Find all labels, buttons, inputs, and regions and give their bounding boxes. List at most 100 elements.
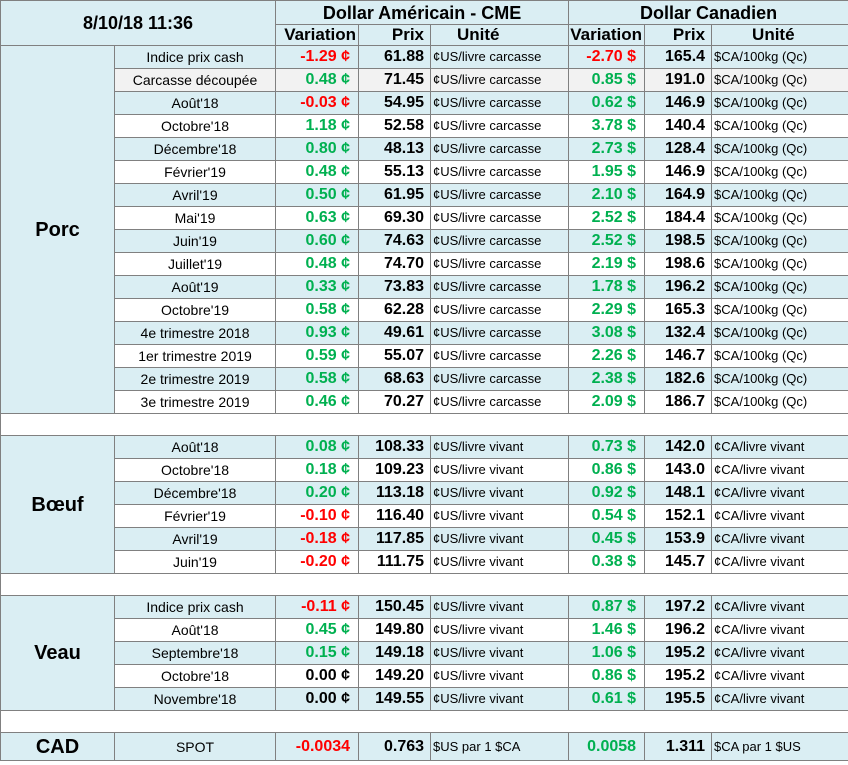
- contract-label: Octobre'18: [113, 458, 277, 482]
- cad-price: 152.1: [644, 504, 713, 528]
- cad-variation: 1.95 $: [568, 160, 646, 184]
- cad-unit: $CA/100kg (Qc): [711, 45, 848, 69]
- usd-variation: 0.46 ¢: [275, 390, 360, 414]
- contract-label: Août'18: [113, 618, 277, 642]
- usd-unit: ¢US/livre vivant: [430, 458, 570, 482]
- usd-unit: ¢US/livre carcasse: [430, 321, 570, 345]
- contract-label: Décembre'18: [113, 481, 277, 505]
- cad-unit: $CA/100kg (Qc): [711, 160, 848, 184]
- usd-variation: 0.08 ¢: [275, 435, 360, 459]
- usd-variation: 0.93 ¢: [275, 321, 360, 345]
- table-row: Février'19 0.48 ¢ 55.13 ¢US/livre carcasse 1…: [1, 160, 848, 184]
- contract-label: Novembre'18: [113, 687, 277, 711]
- table-row: Bœuf Août'18 0.08 ¢ 108.33 ¢US/livre vivant 0…: [0, 435, 848, 574]
- contract-label: Août'19: [113, 275, 277, 299]
- cad-price: 165.3: [644, 298, 713, 322]
- cad-variation: 0.92 $: [568, 481, 646, 505]
- cad-price: 184.4: [644, 206, 713, 230]
- contract-label: Juin'19: [113, 229, 277, 253]
- cad-variation: 0.73 $: [568, 435, 646, 459]
- cad-group-header: Dollar Canadien: [568, 0, 848, 25]
- cad-variation: -2.70 $: [568, 45, 646, 69]
- usd-variation: 0.50 ¢: [275, 183, 360, 207]
- cad-unit: ¢CA/livre vivant: [711, 435, 848, 459]
- cad-unit: ¢CA/livre vivant: [711, 527, 848, 551]
- usd-variation: 0.15 ¢: [275, 641, 360, 665]
- cad-variation: 0.61 $: [568, 687, 646, 711]
- usd-unit: ¢US/livre carcasse: [430, 45, 570, 69]
- usd-unit: ¢US/livre carcasse: [430, 275, 570, 299]
- cad-price: 145.7: [644, 550, 713, 574]
- usd-unit: ¢US/livre carcasse: [430, 252, 570, 276]
- usd-variation: 0.58 ¢: [275, 367, 360, 391]
- table-row: 3e trimestre 2019 0.46 ¢ 70.27 ¢US/livre ca…: [1, 390, 848, 414]
- usd-variation: 0.48 ¢: [275, 68, 360, 92]
- cad-variation: 2.73 $: [568, 137, 646, 161]
- cad-price: 198.6: [644, 252, 713, 276]
- usd-unit: ¢US/livre vivant: [430, 550, 570, 574]
- usd-price: 150.45: [358, 595, 432, 619]
- usd-price: 62.28: [358, 298, 432, 322]
- table-row: Avril'19 0.50 ¢ 61.95 ¢US/livre carcasse 2.1…: [1, 183, 848, 207]
- cad-unit: $CA par 1 $US: [711, 732, 848, 761]
- usd-unit: ¢US/livre carcasse: [430, 298, 570, 322]
- cad-price: 140.4: [644, 114, 713, 138]
- table-row: Juin'19 -0.20 ¢ 111.75 ¢US/livre vivant 0.38…: [1, 550, 848, 574]
- usd-price: 149.20: [358, 664, 432, 688]
- table-row: Juillet'19 0.48 ¢ 74.70 ¢US/livre carcasse 2…: [1, 252, 848, 276]
- cad-variation: 1.06 $: [568, 641, 646, 665]
- cad-unit: ¢CA/livre vivant: [711, 595, 848, 619]
- usd-price: 61.95: [358, 183, 432, 207]
- usd-variation: 0.80 ¢: [275, 137, 360, 161]
- usd-price: 54.95: [358, 91, 432, 115]
- cad-price: 142.0: [644, 435, 713, 459]
- cad-unit: $CA/100kg (Qc): [711, 275, 848, 299]
- usd-unit: ¢US/livre vivant: [430, 664, 570, 688]
- usd-variation: -0.20 ¢: [275, 550, 360, 574]
- usd-price: 55.13: [358, 160, 432, 184]
- timestamp: 8/10/18 11:36: [0, 0, 277, 46]
- usd-variation: 0.00 ¢: [275, 664, 360, 688]
- contract-label: Août'18: [113, 91, 277, 115]
- contract-label: SPOT: [113, 732, 277, 761]
- cad-price: 182.6: [644, 367, 713, 391]
- table-row: Octobre'18 0.00 ¢ 149.20 ¢US/livre vivant 0.…: [1, 664, 848, 688]
- usd-variation: 0.58 ¢: [275, 298, 360, 322]
- cad-price: 197.2: [644, 595, 713, 619]
- table-row: Décembre'18 0.20 ¢ 113.18 ¢US/livre vivant 0…: [1, 481, 848, 505]
- usd-variation: 0.33 ¢: [275, 275, 360, 299]
- cad-price: 143.0: [644, 458, 713, 482]
- cad-unit: $CA/100kg (Qc): [711, 252, 848, 276]
- cad-variation: 2.52 $: [568, 229, 646, 253]
- contract-label: 2e trimestre 2019: [113, 367, 277, 391]
- usd-unit: ¢US/livre carcasse: [430, 344, 570, 368]
- contract-label: 1er trimestre 2019: [113, 344, 277, 368]
- cad-price: 128.4: [644, 137, 713, 161]
- cad-variation: 2.09 $: [568, 390, 646, 414]
- cad-unit: ¢CA/livre vivant: [711, 687, 848, 711]
- contract-label: Indice prix cash: [113, 595, 277, 619]
- cad-price: 153.9: [644, 527, 713, 551]
- divider: [0, 573, 848, 596]
- cad-price: 146.7: [644, 344, 713, 368]
- cad-variation: 2.26 $: [568, 344, 646, 368]
- usd-variation: 0.18 ¢: [275, 458, 360, 482]
- contract-label: Carcasse découpée: [113, 68, 277, 92]
- usd-variation: 0.45 ¢: [275, 618, 360, 642]
- contract-label: Août'18: [113, 435, 277, 459]
- table-row: Mai'19 0.63 ¢ 69.30 ¢US/livre carcasse 2.52 …: [1, 206, 848, 230]
- cad-unit-header: Unité: [711, 24, 848, 46]
- cad-unit: $CA/100kg (Qc): [711, 91, 848, 115]
- usd-unit: ¢US/livre vivant: [430, 527, 570, 551]
- cad-variation: 1.78 $: [568, 275, 646, 299]
- usd-variation: 0.48 ¢: [275, 160, 360, 184]
- usd-unit: ¢US/livre carcasse: [430, 390, 570, 414]
- cad-unit: $CA/100kg (Qc): [711, 68, 848, 92]
- contract-label: Octobre'18: [113, 114, 277, 138]
- usd-group-header: Dollar Américain - CME: [275, 0, 570, 25]
- contract-label: 4e trimestre 2018: [113, 321, 277, 345]
- usd-price: 68.63: [358, 367, 432, 391]
- divider: [0, 413, 848, 436]
- cad-unit: ¢CA/livre vivant: [711, 504, 848, 528]
